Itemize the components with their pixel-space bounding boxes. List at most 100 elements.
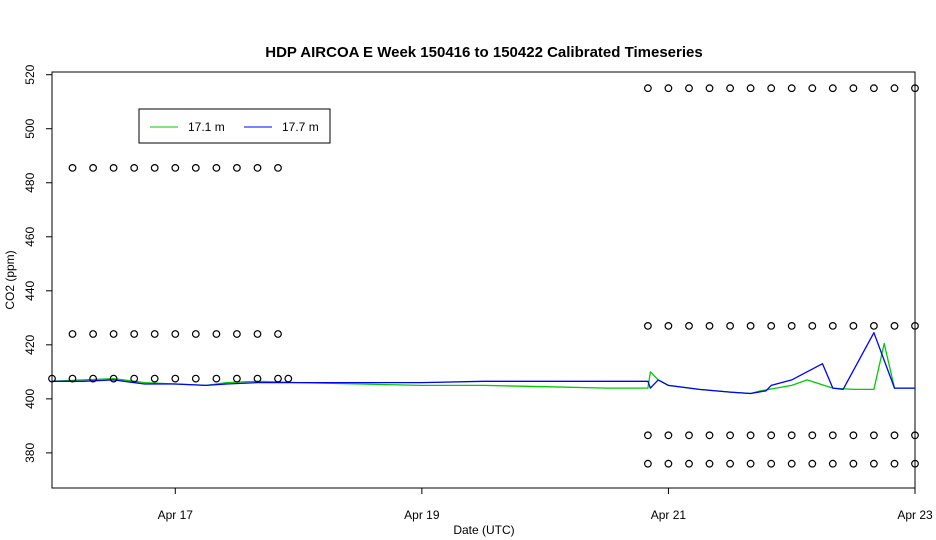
scatter-point [212, 163, 221, 172]
scatter-point [89, 330, 97, 338]
series-line-1 [52, 332, 915, 395]
scatter-point [767, 84, 776, 93]
scatter-point [870, 459, 878, 468]
scatter-point [705, 322, 714, 330]
scatter-point [274, 163, 282, 172]
scatter-point [890, 431, 899, 440]
marker-layer [48, 84, 919, 468]
legend-label-17-1m: 17.1 m [188, 120, 225, 134]
scatter-point [253, 374, 262, 383]
scatter-point [685, 431, 693, 440]
scatter-point [48, 374, 56, 383]
y-tick-label: 500 [23, 118, 37, 138]
scatter-point [890, 459, 899, 468]
series-line-0 [51, 342, 915, 395]
scatter-point [274, 374, 282, 383]
scatter-point [130, 163, 139, 172]
y-tick-label: 420 [23, 334, 37, 354]
scatter-point [68, 374, 77, 383]
scatter-point [68, 330, 77, 338]
scatter-point [253, 163, 262, 172]
scatter-point [828, 459, 837, 468]
scatter-point [274, 330, 282, 338]
scatter-point [705, 459, 714, 468]
scatter-point [870, 84, 878, 93]
scatter-point [726, 459, 734, 468]
scatter-point [787, 322, 796, 330]
scatter-point [767, 459, 776, 468]
scatter-point [644, 431, 652, 440]
scatter-point [191, 330, 200, 338]
scatter-point [849, 84, 858, 93]
scatter-point [746, 431, 755, 440]
scatter-point [232, 330, 241, 338]
scatter-point [685, 459, 693, 468]
scatter-point [68, 163, 77, 172]
y-axis-label: CO2 (ppm) [3, 250, 17, 309]
scatter-point [253, 330, 262, 338]
series-layer [51, 332, 915, 395]
scatter-point [171, 163, 180, 172]
scatter-point [191, 163, 200, 172]
scatter-point [911, 459, 919, 468]
scatter-point [150, 374, 159, 383]
scatter-point [284, 374, 293, 383]
scatter-point [109, 330, 118, 338]
y-tick-label: 460 [23, 226, 37, 246]
x-tick-label: Apr 21 [651, 508, 687, 522]
scatter-point [664, 322, 673, 330]
scatter-point [808, 459, 817, 468]
scatter-point [828, 322, 837, 330]
scatter-point [685, 322, 693, 330]
scatter-point [171, 330, 180, 338]
x-axis-label: Date (UTC) [453, 523, 514, 537]
scatter-point [767, 431, 776, 440]
scatter-point [767, 322, 776, 330]
scatter-point [212, 330, 221, 338]
scatter-point [849, 431, 858, 440]
y-tick-label: 400 [23, 389, 37, 409]
legend-label-17-7m: 17.7 m [282, 120, 319, 134]
scatter-point [808, 431, 817, 440]
legend-box [138, 108, 331, 144]
scatter-point [685, 84, 693, 93]
plot-frame [51, 71, 916, 489]
y-tick-label: 520 [23, 64, 37, 84]
scatter-point [232, 163, 241, 172]
scatter-point [664, 459, 673, 468]
x-tick-label: Apr 19 [404, 508, 440, 522]
scatter-point [130, 374, 139, 383]
scatter-point [130, 330, 139, 338]
legend: 17.1 m 17.7 m [138, 108, 331, 144]
x-tick-label: Apr 17 [158, 508, 194, 522]
scatter-point [828, 84, 837, 93]
scatter-point [89, 374, 97, 383]
x-axis: Apr 17 Apr 19 Apr 21 Apr 23 [158, 488, 933, 522]
scatter-point [870, 322, 878, 330]
scatter-point [171, 374, 180, 383]
scatter-point [787, 431, 796, 440]
y-tick-label: 440 [23, 280, 37, 300]
y-tick-label: 380 [23, 443, 37, 463]
scatter-point [911, 322, 919, 330]
scatter-point [911, 431, 919, 440]
scatter-point [109, 374, 118, 383]
scatter-point [787, 459, 796, 468]
scatter-point [191, 374, 200, 383]
scatter-point [890, 84, 899, 93]
scatter-point [746, 84, 755, 93]
y-axis: 380 400 420 440 460 480 500 520 [23, 64, 52, 463]
scatter-point [726, 84, 734, 93]
scatter-point [911, 84, 919, 93]
scatter-point [644, 84, 652, 93]
scatter-point [664, 84, 673, 93]
scatter-point [870, 431, 878, 440]
scatter-point [644, 459, 652, 468]
scatter-point [787, 84, 796, 93]
scatter-point [849, 459, 858, 468]
y-tick-label: 480 [23, 172, 37, 192]
scatter-point [232, 374, 241, 383]
scatter-point [150, 163, 159, 172]
scatter-point [726, 322, 734, 330]
